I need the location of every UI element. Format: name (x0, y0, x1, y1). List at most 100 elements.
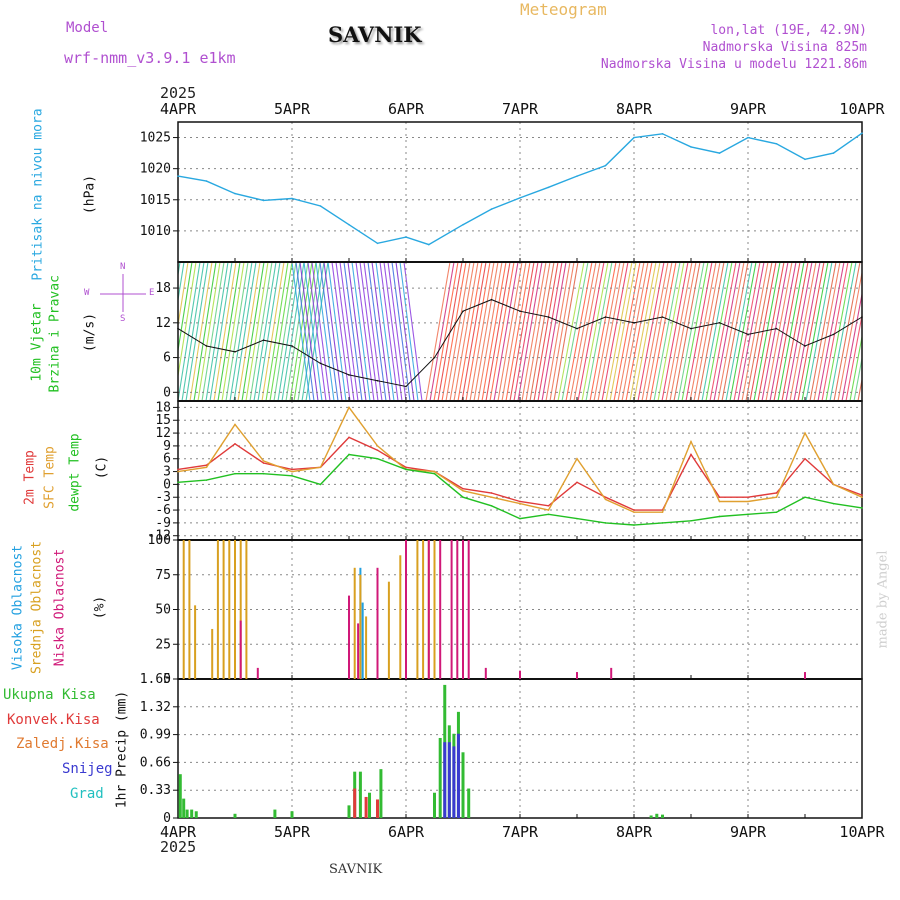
wind-stripe (657, 262, 685, 401)
cloud-bar (450, 540, 453, 679)
cloud-bar (427, 540, 430, 679)
footer-station: SAVNIK (329, 862, 383, 877)
x-tick-label-bottom: 6APR (388, 823, 425, 841)
precip-legend-hail: Grad (70, 786, 104, 802)
wind-stripe (335, 262, 355, 401)
precipitation-bar (447, 742, 451, 818)
wind-stripe (861, 398, 862, 401)
temperature-point (519, 500, 521, 503)
x-tick-label-top: 10APR (839, 100, 885, 118)
wind-stripe (189, 262, 213, 401)
wind-stripe (205, 262, 229, 401)
temperature-point (775, 492, 778, 494)
temperature-point (177, 468, 179, 471)
wind-ytick-label: 6 (163, 351, 171, 366)
wind-stripe (323, 262, 343, 401)
wind-stripe (841, 291, 862, 401)
precipitation-bar (456, 733, 460, 818)
wind-stripe (745, 262, 773, 401)
temperature-ytick-label: 6 (163, 452, 171, 467)
wind-stripe (593, 262, 621, 401)
cloud-bar (422, 540, 425, 679)
wind-point (376, 379, 379, 382)
temperature-point (747, 513, 749, 516)
pressure-point (462, 223, 464, 226)
temperature-point (291, 470, 293, 473)
cloud-bar (365, 616, 368, 679)
pressure-point (428, 243, 430, 246)
wind-stripe (761, 262, 789, 401)
wind-stripe (395, 262, 415, 401)
wind-stripe (465, 262, 491, 401)
wind-stripe (339, 262, 359, 401)
temperature-point (633, 524, 635, 526)
wind-stripe (769, 262, 797, 401)
year-bottom: 2025 (160, 838, 197, 856)
wind-stripe (201, 262, 225, 401)
wind-stripe (331, 262, 351, 401)
wind-point (348, 374, 350, 376)
temperature-point (205, 466, 208, 469)
wind-stripe (441, 262, 467, 401)
temperature-point (861, 496, 863, 499)
temperature-point (462, 487, 464, 490)
cloud-bar (467, 540, 470, 679)
temperature-point (661, 522, 664, 524)
temperature-point (177, 470, 179, 473)
pressure-point (633, 136, 635, 139)
cloud-ytick-label: 0 (163, 672, 171, 687)
precipitation-bar (290, 811, 294, 818)
wind-stripe (809, 262, 837, 401)
wind-stripe (178, 262, 189, 329)
cloud-bar (376, 567, 379, 679)
precipitation-bar (194, 811, 198, 818)
pressure-point (348, 223, 350, 226)
temperature-point (775, 511, 778, 513)
temperature-point (690, 453, 692, 456)
wind-stripe (375, 262, 395, 401)
wind-stripe (853, 355, 862, 401)
compass-south: S (120, 314, 126, 324)
wind-stripe (178, 262, 193, 354)
temperature-point (804, 496, 806, 499)
wind-stripe (485, 262, 511, 401)
wind-point (433, 356, 436, 359)
wind-stripe (225, 262, 249, 401)
pressure-point (234, 192, 236, 195)
wind-stripe (609, 262, 637, 401)
cloud-bar (576, 672, 578, 679)
pressure-frame (177, 121, 863, 263)
wind-stripe (489, 262, 515, 401)
wind-stripe (379, 262, 399, 401)
temperature-point (319, 466, 322, 469)
wind-stripe (513, 262, 539, 401)
precip-legend-freezing: Zaledj.Kisa (16, 736, 109, 752)
wind-stripe (493, 262, 519, 401)
x-tick-label-top: 5APR (274, 100, 311, 118)
wind-point (633, 322, 635, 324)
temperature-point (604, 498, 607, 501)
cloud-bar (256, 667, 259, 679)
wind-stripe (801, 262, 829, 401)
pressure-point (547, 186, 550, 189)
x-tick-label-top: 9APR (730, 100, 767, 118)
cloud-bar (182, 540, 185, 679)
temperature-point (804, 457, 806, 460)
x-tick-label-bottom: 8APR (616, 823, 653, 841)
temperature-point (234, 442, 236, 445)
temperature-point (490, 504, 493, 507)
wind-stripe (197, 262, 221, 401)
temperature-point (633, 511, 635, 513)
compass-west: W (84, 288, 90, 298)
cloud-bar (194, 605, 197, 679)
wind-stripe (725, 262, 753, 401)
pressure-point (690, 146, 692, 148)
wind-stripe (693, 262, 721, 401)
wind-stripe (549, 262, 575, 401)
wind-stripe (757, 262, 785, 401)
station-title: SAVNIK (328, 22, 422, 47)
cloud-bar (456, 540, 459, 679)
temperature-ytick-label: 15 (155, 413, 171, 428)
wind-stripe (497, 262, 523, 401)
wind-stripe (697, 262, 725, 401)
